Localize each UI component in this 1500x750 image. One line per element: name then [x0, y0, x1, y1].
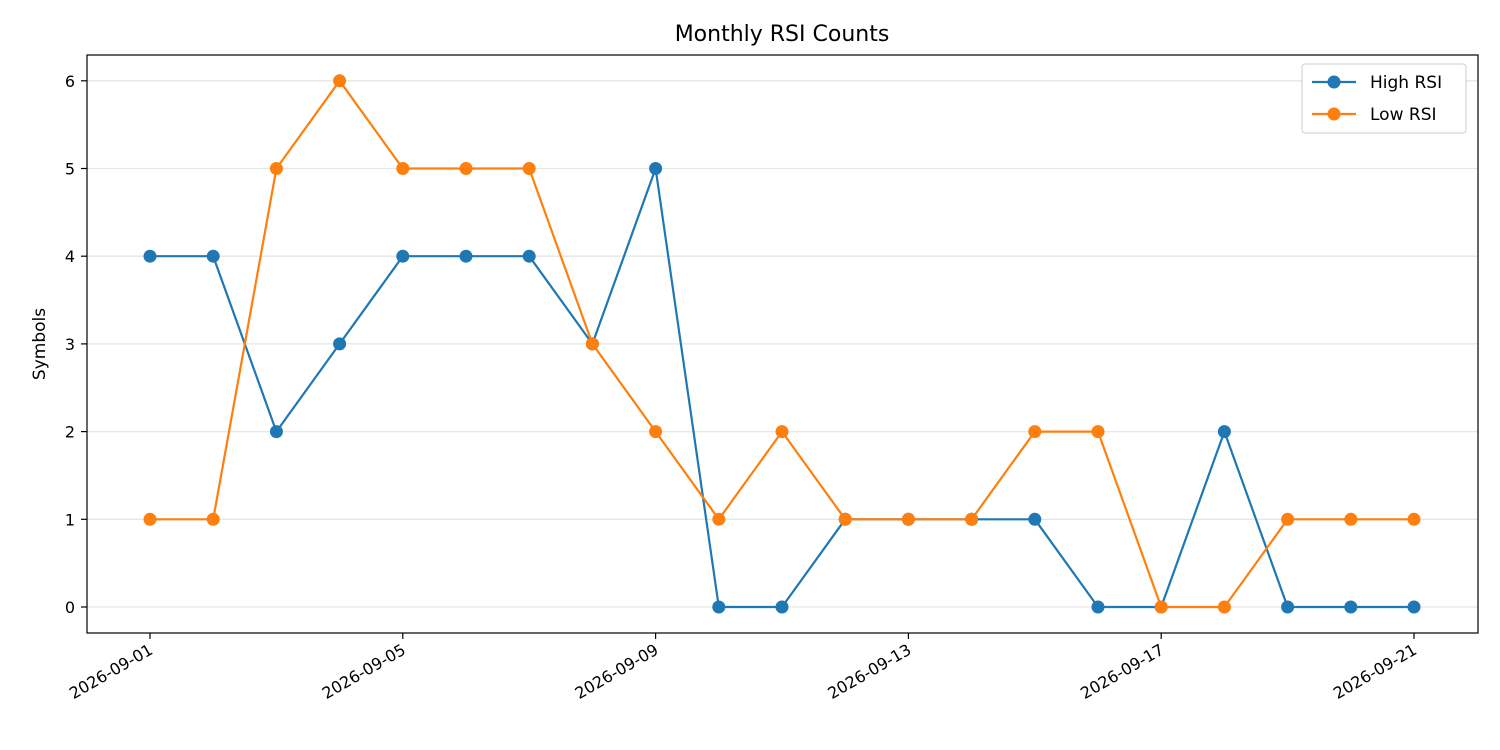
data-point: [649, 162, 663, 175]
legend-label: Low RSI: [1370, 105, 1437, 125]
data-point: [269, 425, 283, 439]
data-point: [1344, 512, 1358, 526]
data-point: [1281, 512, 1295, 526]
x-tick-label: 2026-09-05: [319, 640, 409, 703]
data-point: [1091, 600, 1105, 614]
data-point: [143, 249, 157, 263]
series-1: [143, 74, 1421, 614]
data-point: [143, 512, 157, 526]
chart-title: Monthly RSI Counts: [675, 22, 890, 47]
legend-marker: [1327, 107, 1341, 121]
data-point: [838, 512, 852, 526]
data-point: [1028, 512, 1042, 526]
data-point: [585, 337, 599, 351]
data-point: [522, 249, 536, 263]
series-0: [143, 162, 1421, 614]
series-line: [150, 167, 1414, 609]
x-tick-label: 2026-09-01: [66, 640, 156, 703]
data-point: [1028, 425, 1042, 439]
data-point: [965, 512, 979, 526]
y-tick-label: 0: [65, 598, 75, 617]
data-point: [269, 162, 283, 175]
legend: High RSI Low RSI: [1301, 63, 1467, 134]
data-point: [901, 512, 915, 526]
data-point: [333, 74, 347, 88]
data-point: [459, 249, 473, 263]
data-point: [775, 425, 789, 439]
series-layer: [143, 74, 1421, 614]
data-point: [396, 249, 410, 263]
x-tick-label: 2026-09-13: [824, 640, 914, 703]
x-axis: 2026-09-01 2026-09-05 2026-09-09 2026-09-13…: [66, 633, 1420, 703]
x-tick-label: 2026-09-17: [1077, 640, 1167, 703]
data-point: [1407, 512, 1421, 526]
data-point: [459, 162, 473, 175]
data-point: [775, 600, 789, 614]
x-tick-label: 2026-09-09: [572, 640, 662, 703]
data-point: [1091, 425, 1105, 439]
legend-marker: [1327, 75, 1341, 89]
y-tick-label: 1: [65, 510, 75, 529]
y-tick-label: 3: [65, 335, 75, 354]
y-axis-label: Symbols: [30, 308, 50, 380]
legend-label: High RSI: [1370, 73, 1442, 93]
data-point: [712, 600, 726, 614]
data-point: [1217, 425, 1231, 439]
data-point: [1217, 600, 1231, 614]
y-axis: 0 1 2 3 4 5 6: [65, 72, 87, 617]
x-tick-label: 2026-09-21: [1330, 640, 1420, 703]
data-point: [1281, 600, 1295, 614]
data-point: [206, 249, 220, 263]
data-point: [1344, 600, 1358, 614]
grid-lines: [87, 80, 1478, 608]
y-tick-label: 5: [65, 160, 75, 179]
data-point: [649, 425, 663, 439]
y-tick-label: 2: [65, 423, 75, 442]
data-point: [712, 512, 726, 526]
data-point: [333, 337, 347, 351]
data-point: [206, 512, 220, 526]
data-point: [522, 162, 536, 175]
data-point: [1407, 600, 1421, 614]
data-point: [1154, 600, 1168, 614]
data-point: [396, 162, 410, 175]
y-tick-label: 4: [65, 247, 75, 266]
y-tick-label: 6: [65, 72, 75, 91]
